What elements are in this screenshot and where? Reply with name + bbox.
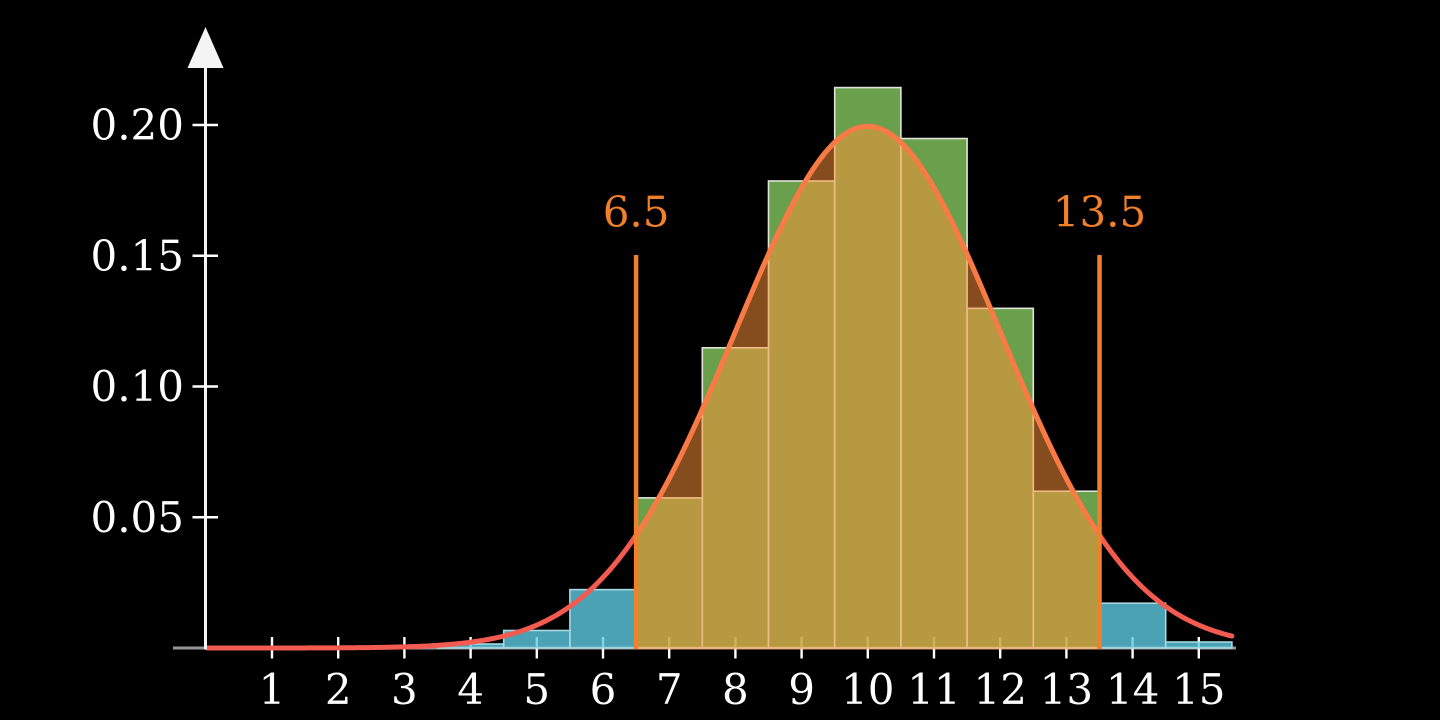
y-axis-arrowhead [187, 27, 224, 68]
y-tick-label: 0.10 [90, 362, 184, 411]
x-tick-label: 11 [907, 665, 960, 714]
x-tick-label: 1 [259, 665, 286, 714]
region-to-label: 13.5 [1053, 188, 1147, 237]
region-from-label: 6.5 [603, 188, 670, 237]
histogram-bar [1164, 641, 1233, 649]
x-tick-label: 13 [1040, 665, 1093, 714]
x-tick-label: 6 [590, 665, 617, 714]
x-tick-label: 9 [788, 665, 815, 714]
x-tick-label: 7 [656, 665, 683, 714]
region-under-curve-fill [636, 126, 1100, 650]
histogram-bar [1098, 602, 1167, 649]
x-tick-label: 8 [722, 665, 749, 714]
x-tick-label: 12 [973, 665, 1026, 714]
x-tick-label: 10 [841, 665, 894, 714]
x-tick-label: 14 [1106, 665, 1159, 714]
x-tick-label: 15 [1172, 665, 1225, 714]
x-tick-label: 4 [457, 665, 484, 714]
y-tick-label: 0.20 [90, 101, 184, 150]
y-tick-label: 0.05 [90, 493, 184, 542]
normal-curve-inside-region [636, 123, 1100, 537]
x-tick-label: 5 [523, 665, 550, 714]
x-tick-label: 3 [391, 665, 418, 714]
x-tick-label: 2 [325, 665, 352, 714]
y-tick-label: 0.15 [90, 231, 184, 280]
